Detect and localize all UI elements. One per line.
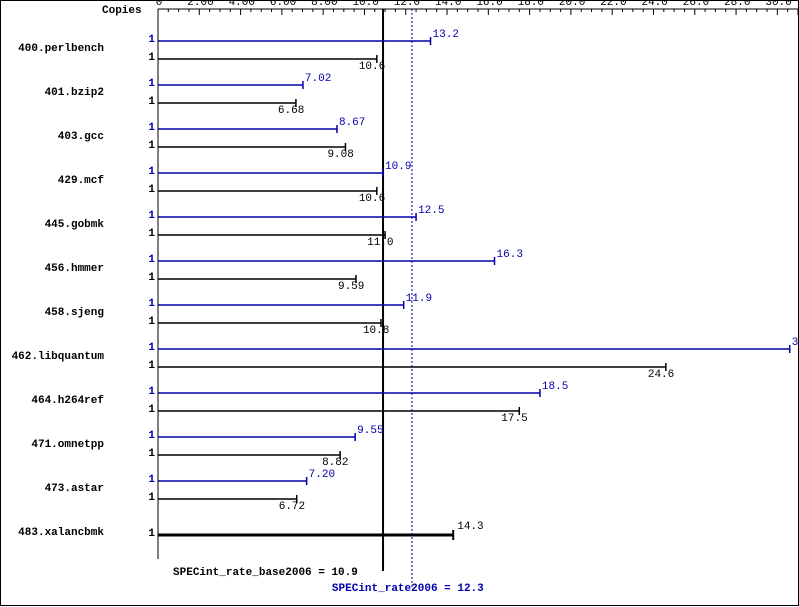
- axis-tick-label: 4.00: [229, 0, 255, 9]
- axis-tick-label: 22.0: [600, 0, 626, 9]
- base-value-label: 9.59: [338, 281, 364, 293]
- copies-peak: 1: [137, 210, 155, 222]
- benchmark-label: 458.sjeng: [3, 307, 104, 319]
- axis-tick-label: 0: [146, 0, 172, 9]
- axis-tick-label: 26.0: [683, 0, 709, 9]
- benchmark-label: 445.gobmk: [3, 219, 104, 231]
- copies-base: 1: [137, 272, 155, 284]
- peak-value-label: 16.3: [497, 249, 523, 261]
- axis-tick-label: 28.0: [724, 0, 750, 9]
- copies-peak: 1: [137, 78, 155, 90]
- axis-tick-label: 24.0: [641, 0, 667, 9]
- copies-header: Copies: [102, 5, 142, 17]
- axis-tick-label: 6.00: [270, 0, 296, 9]
- base-value-label: 24.6: [648, 369, 674, 381]
- copies-peak: 1: [137, 34, 155, 46]
- benchmark-label: 401.bzip2: [3, 87, 104, 99]
- copies-base: 1: [137, 528, 155, 540]
- benchmark-label: 483.xalancbmk: [3, 527, 104, 539]
- copies-peak: 1: [137, 254, 155, 266]
- copies-base: 1: [137, 404, 155, 416]
- peakline-summary-label: SPECint_rate2006 = 12.3: [332, 583, 484, 595]
- benchmark-label: 464.h264ref: [3, 395, 104, 407]
- benchmark-label: 456.hmmer: [3, 263, 104, 275]
- peak-value-label: 7.20: [309, 469, 335, 481]
- benchmark-label: 429.mcf: [3, 175, 104, 187]
- peak-value-label: 8.67: [339, 117, 365, 129]
- chart-svg: [1, 1, 799, 607]
- copies-base: 1: [137, 140, 155, 152]
- axis-tick-label: 14.0: [435, 0, 461, 9]
- benchmark-label: 462.libquantum: [3, 351, 104, 363]
- peak-value-label: 18.5: [542, 381, 568, 393]
- base-value-label: 11.0: [367, 237, 393, 249]
- axis-tick-label: 20.0: [559, 0, 585, 9]
- base-value-label: 10.8: [363, 325, 389, 337]
- peak-value-label: 13.2: [433, 29, 459, 41]
- axis-tick-label: 30.0: [765, 0, 791, 9]
- copies-base: 1: [137, 228, 155, 240]
- peak-value-label: 7.02: [305, 73, 331, 85]
- benchmark-label: 400.perlbench: [3, 43, 104, 55]
- copies-base: 1: [137, 360, 155, 372]
- peak-value-label: 11.9: [406, 293, 432, 305]
- axis-tick-label: 2.00: [187, 0, 213, 9]
- copies-peak: 1: [137, 474, 155, 486]
- copies-peak: 1: [137, 386, 155, 398]
- copies-peak: 1: [137, 430, 155, 442]
- copies-peak: 1: [137, 166, 155, 178]
- copies-base: 1: [137, 96, 155, 108]
- axis-tick-label: 16.0: [476, 0, 502, 9]
- peak-value-label: 12.5: [418, 205, 444, 217]
- axis-tick-label: 8.00: [311, 0, 337, 9]
- copies-base: 1: [137, 448, 155, 460]
- copies-peak: 1: [137, 298, 155, 310]
- base-value-label: 17.5: [501, 413, 527, 425]
- peak-value-label: 30.6: [792, 337, 799, 349]
- copies-base: 1: [137, 316, 155, 328]
- benchmark-label: 403.gcc: [3, 131, 104, 143]
- base-value-label: 14.3: [457, 521, 483, 533]
- base-value-label: 8.82: [322, 457, 348, 469]
- base-value-label: 10.6: [359, 193, 385, 205]
- copies-base: 1: [137, 52, 155, 64]
- base-value-label: 6.72: [279, 501, 305, 513]
- copies-base: 1: [137, 492, 155, 504]
- axis-tick-label: 18.0: [518, 0, 544, 9]
- peak-value-label: 9.55: [357, 425, 383, 437]
- base-value-label: 9.08: [327, 149, 353, 161]
- copies-base: 1: [137, 184, 155, 196]
- peak-value-label: 10.9: [385, 161, 411, 173]
- spec-chart: Copies 0 2.00 4.00 6.00 8.00 10.0 12.0 14.0 16.0 1…: [0, 0, 799, 606]
- base-value-label: 10.6: [359, 61, 385, 73]
- base-value-label: 6.68: [278, 105, 304, 117]
- benchmark-label: 473.astar: [3, 483, 104, 495]
- copies-peak: 1: [137, 122, 155, 134]
- benchmark-label: 471.omnetpp: [3, 439, 104, 451]
- copies-peak: 1: [137, 342, 155, 354]
- axis-tick-label: 10.0: [352, 0, 378, 9]
- baseline-summary-label: SPECint_rate_base2006 = 10.9: [173, 567, 358, 579]
- axis-tick-label: 12.0: [394, 0, 420, 9]
